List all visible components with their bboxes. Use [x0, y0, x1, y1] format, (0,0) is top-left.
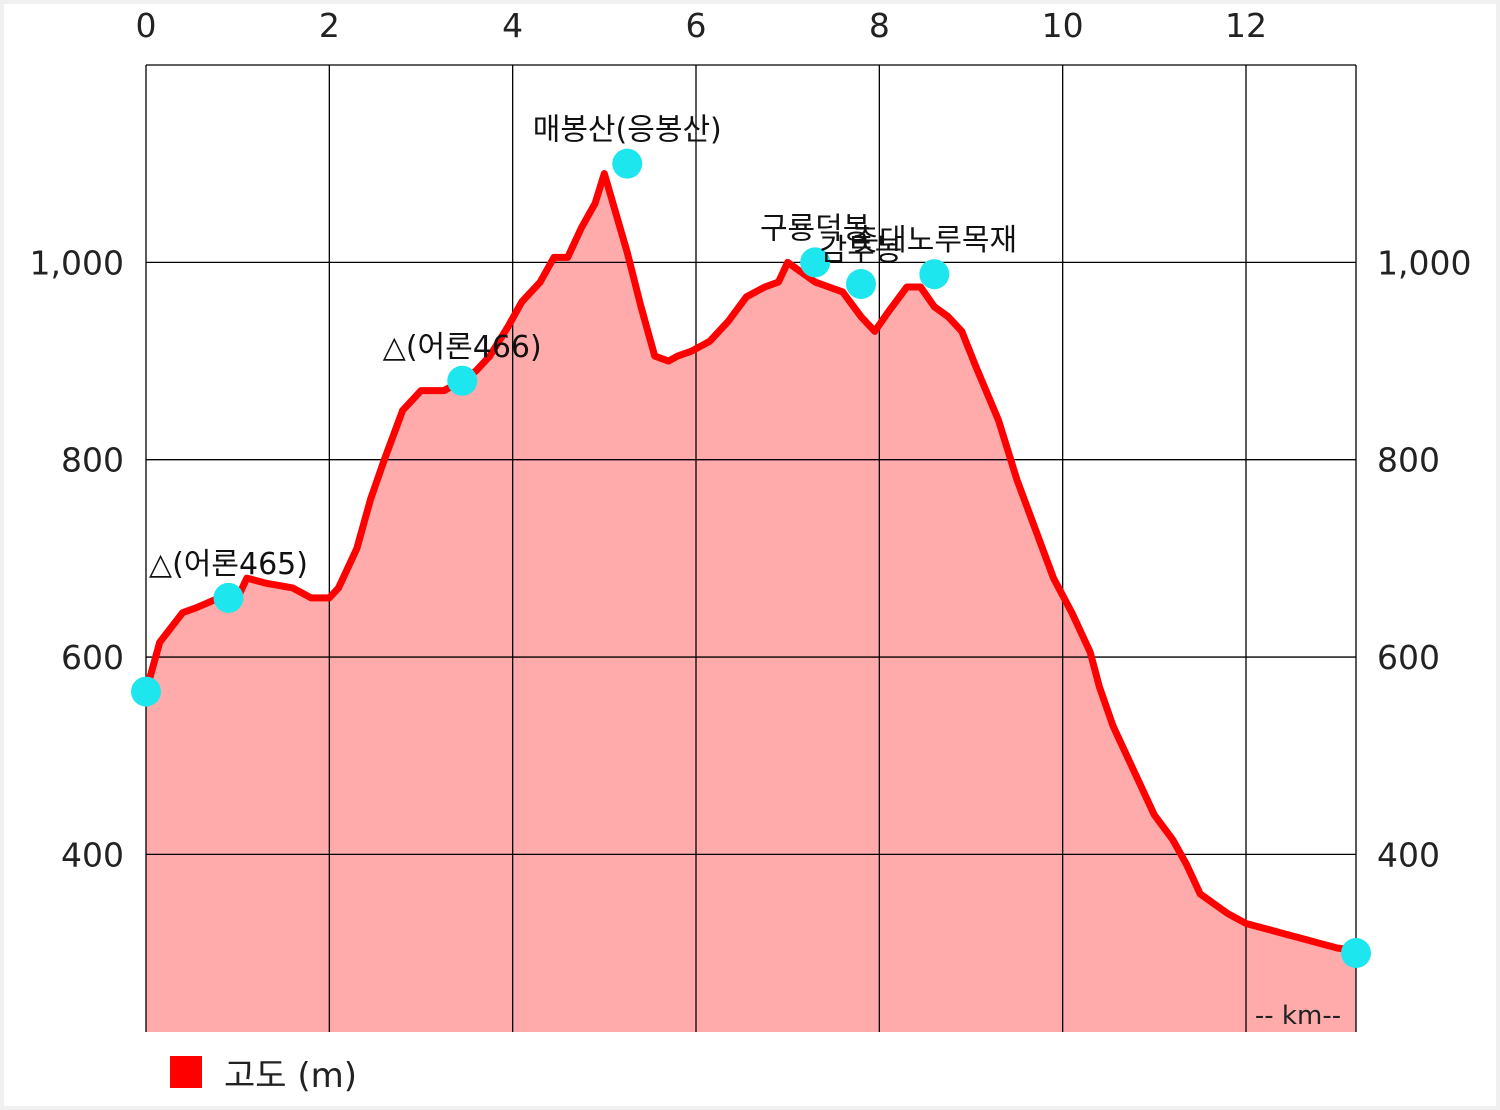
waypoint-marker [213, 582, 244, 613]
legend-label: 고도 (m) [224, 1055, 358, 1096]
y-tick-label-left: 800 [61, 441, 124, 480]
x-axis-label: -- km-- [1255, 1001, 1341, 1031]
waypoint-label: △(어론466) [383, 330, 542, 365]
waypoint-label: 구룡덕봉 [760, 211, 870, 246]
y-tick-label-right: 800 [1377, 441, 1440, 480]
waypoint-marker [919, 259, 950, 290]
y-tick-label-left: 400 [61, 835, 124, 874]
y-tick-label-left: 1,000 [30, 243, 124, 282]
waypoint-marker [846, 269, 876, 300]
chart-frame: 0 2 4 6 8 10 12 400 400 600 600 800 800 1,000 1,000 -- … [4, 4, 1496, 1106]
elevation-chart: 0 2 4 6 8 10 12 400 400 600 600 800 800 1,000 1,000 -- … [30, 6, 1471, 1032]
waypoint-marker [612, 148, 643, 179]
waypoint-label: 매봉산(응봉산) [533, 113, 722, 148]
waypoint-label: 감투봉 [820, 233, 903, 268]
waypoint-marker [131, 676, 161, 707]
waypoint-label: △(어론465) [149, 547, 308, 582]
y-tick-label-left: 600 [61, 638, 124, 677]
x-tick-label: 4 [502, 6, 523, 45]
elevation-line [142, 170, 1360, 954]
legend-swatch [170, 1056, 202, 1088]
elevation-area [146, 173, 1356, 1032]
waypoint-marker [447, 365, 478, 396]
x-tick-label: 12 [1225, 6, 1267, 45]
legend: 고도 (m) [170, 1052, 357, 1096]
waypoint-label: 촛대노루목재 [852, 223, 1018, 258]
y-tick-label-right: 600 [1377, 638, 1440, 677]
x-tick-label: 8 [869, 6, 890, 45]
waypoint-marker [1341, 938, 1371, 969]
y-tick-label-right: 400 [1377, 835, 1440, 874]
x-tick-label: 10 [1042, 6, 1084, 45]
x-tick-label: 6 [686, 6, 707, 45]
x-tick-label: 0 [136, 6, 157, 45]
y-tick-label-right: 1,000 [1377, 243, 1471, 282]
waypoint-marker [800, 247, 831, 278]
x-tick-label: 2 [319, 6, 340, 45]
